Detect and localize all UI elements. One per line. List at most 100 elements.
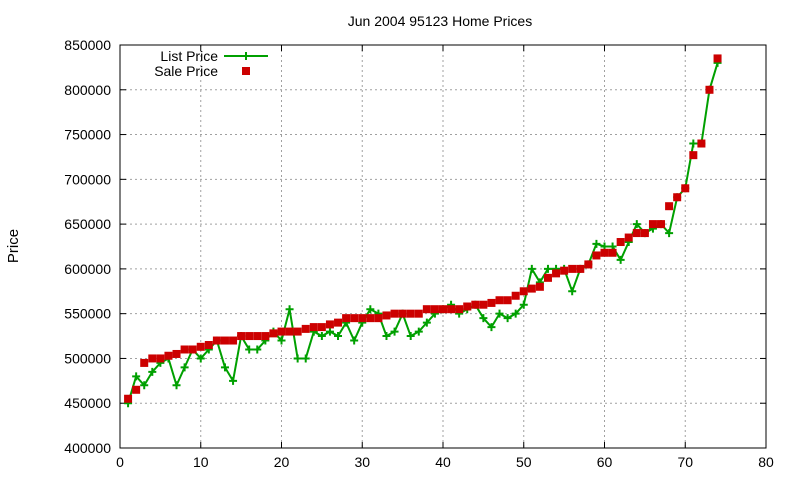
y-axis-label: Price bbox=[5, 229, 22, 263]
list-price-point bbox=[592, 239, 601, 248]
sale-price-point bbox=[665, 202, 674, 211]
y-tick-label: 400000 bbox=[64, 440, 111, 456]
sale-price-point bbox=[245, 332, 254, 341]
list-price-point bbox=[632, 220, 641, 229]
y-tick-label: 650000 bbox=[64, 216, 111, 232]
sale-price-point bbox=[616, 238, 625, 247]
list-price-point bbox=[317, 332, 326, 341]
sale-price-point bbox=[164, 351, 173, 360]
list-price-line bbox=[127, 62, 719, 404]
sale-price-point bbox=[648, 220, 657, 229]
sale-price-point bbox=[697, 139, 706, 148]
x-tick-label: 10 bbox=[193, 454, 209, 470]
list-price-point bbox=[665, 229, 674, 238]
sale-price-point bbox=[342, 314, 351, 323]
x-tick-label: 0 bbox=[116, 454, 124, 470]
sale-price-point bbox=[439, 305, 447, 314]
y-tick-label: 500000 bbox=[64, 350, 111, 366]
list-price-point bbox=[689, 139, 698, 148]
x-tick-label: 80 bbox=[758, 454, 774, 470]
sale-price-point bbox=[358, 314, 367, 323]
sale-price-point bbox=[527, 284, 536, 293]
list-price-point bbox=[172, 381, 181, 390]
list-price-point bbox=[503, 314, 512, 323]
sale-price-point bbox=[592, 251, 601, 260]
y-tick-label: 700000 bbox=[64, 171, 111, 187]
sale-price-point bbox=[277, 327, 286, 336]
sale-price-point bbox=[552, 269, 561, 278]
sale-price-point bbox=[124, 394, 133, 403]
sale-price-point bbox=[196, 342, 205, 351]
sale-price-point bbox=[253, 332, 262, 341]
sale-price-point bbox=[543, 273, 552, 282]
list-price-point bbox=[568, 287, 577, 296]
sale-price-point bbox=[519, 287, 528, 296]
x-tick-label: 70 bbox=[677, 454, 693, 470]
x-tick-label: 40 bbox=[435, 454, 451, 470]
sale-price-point bbox=[600, 248, 609, 257]
sale-price-point bbox=[422, 305, 431, 314]
sale-price-point bbox=[398, 309, 407, 318]
x-tick-label: 60 bbox=[597, 454, 613, 470]
sale-price-point bbox=[430, 305, 439, 314]
sale-price-point bbox=[608, 248, 617, 257]
sale-price-point bbox=[229, 336, 238, 345]
data-points bbox=[124, 54, 722, 408]
sale-price-point bbox=[172, 349, 181, 358]
list-price-point bbox=[196, 354, 205, 363]
list-price-point bbox=[350, 336, 359, 345]
sale-price-point bbox=[140, 358, 149, 367]
sale-price-point bbox=[503, 296, 512, 305]
list-price-point bbox=[253, 345, 262, 354]
sale-price-point bbox=[479, 300, 488, 309]
list-price-point bbox=[277, 336, 286, 345]
list-price-point bbox=[148, 367, 157, 376]
sale-price-point bbox=[632, 229, 641, 238]
list-price-point bbox=[180, 363, 189, 372]
sale-price-point bbox=[132, 385, 141, 394]
sale-price-point bbox=[657, 220, 666, 229]
sale-price-point bbox=[471, 300, 480, 309]
y-tick-label: 800000 bbox=[64, 82, 111, 98]
sale-price-point bbox=[350, 314, 359, 323]
sale-price-point bbox=[390, 309, 399, 318]
sale-price-point bbox=[309, 323, 318, 332]
sale-price-point bbox=[188, 345, 197, 354]
list-price-point bbox=[519, 300, 528, 309]
sale-price-point bbox=[261, 332, 270, 341]
sale-price-point bbox=[487, 298, 496, 307]
sale-price-point bbox=[156, 354, 165, 363]
list-price-point bbox=[495, 309, 504, 318]
list-price-point bbox=[325, 327, 334, 336]
x-tick-label: 20 bbox=[274, 454, 290, 470]
y-tick-label: 750000 bbox=[64, 127, 111, 143]
sale-price-point bbox=[237, 332, 246, 341]
sale-price-point bbox=[414, 309, 423, 318]
list-price-point bbox=[414, 327, 423, 336]
list-price-point bbox=[422, 318, 431, 327]
sale-price-point bbox=[212, 336, 221, 345]
sale-price-point bbox=[293, 327, 302, 336]
list-price-point bbox=[293, 354, 302, 363]
sale-price-point bbox=[673, 193, 682, 202]
sale-price-point bbox=[406, 309, 415, 318]
sale-price-point bbox=[535, 282, 544, 291]
sale-price-point bbox=[374, 314, 383, 323]
list-price-point bbox=[229, 376, 238, 385]
grid-lines bbox=[120, 45, 766, 448]
sale-price-point bbox=[317, 323, 326, 332]
list-price-point bbox=[301, 354, 310, 363]
sale-price-point bbox=[568, 264, 577, 273]
sale-price-point bbox=[689, 151, 698, 160]
sale-price-point bbox=[285, 327, 294, 336]
sale-price-point bbox=[269, 329, 278, 338]
sale-price-point bbox=[366, 314, 375, 323]
sale-price-point bbox=[455, 305, 464, 314]
sale-price-point bbox=[382, 311, 391, 320]
sale-price-point bbox=[624, 233, 633, 242]
legend-label-sale-price: Sale Price bbox=[154, 63, 218, 79]
x-tick-label: 30 bbox=[354, 454, 370, 470]
sale-price-point bbox=[681, 184, 690, 193]
